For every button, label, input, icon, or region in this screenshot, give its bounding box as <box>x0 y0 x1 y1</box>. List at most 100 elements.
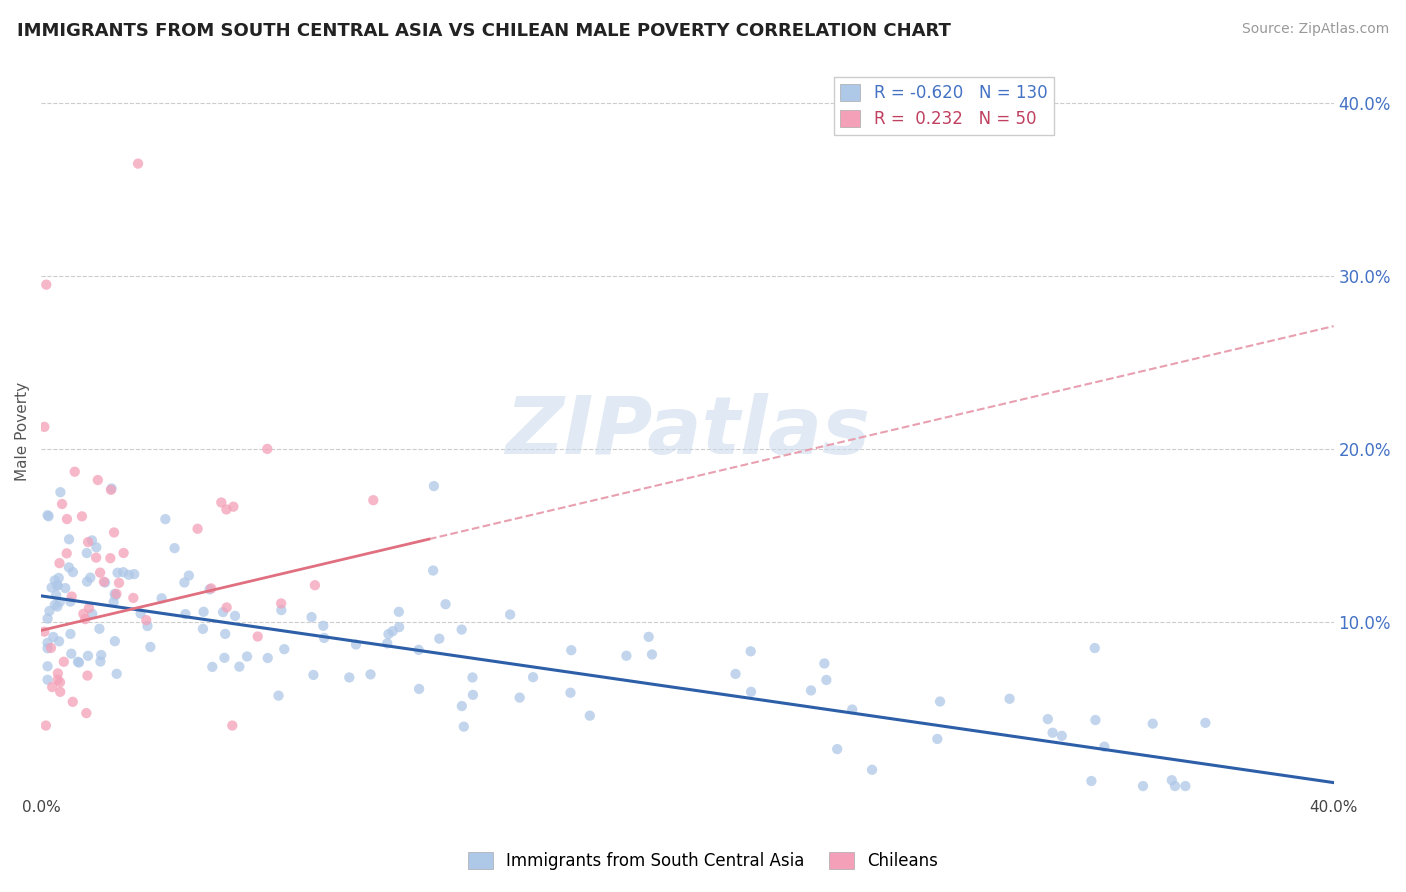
Point <box>815 673 838 687</box>
Point <box>48 556 70 570</box>
Point <box>75 706 97 720</box>
Point <box>87 473 110 487</box>
Point <box>45 588 67 602</box>
Point <box>228 659 250 673</box>
Point <box>427 632 450 646</box>
Point <box>48 571 70 585</box>
Point <box>270 596 292 610</box>
Point <box>1092 739 1115 754</box>
Point <box>112 546 135 560</box>
Point <box>112 565 135 579</box>
Point <box>221 718 243 732</box>
Point <box>215 502 238 516</box>
Point <box>35 277 58 292</box>
Point <box>1132 779 1154 793</box>
Point <box>52 655 75 669</box>
Point <box>105 666 128 681</box>
Point <box>381 624 404 639</box>
Point <box>75 612 97 626</box>
Point <box>724 667 747 681</box>
Point <box>344 638 367 652</box>
Point <box>105 587 128 601</box>
Point <box>800 683 823 698</box>
Point <box>201 660 224 674</box>
Point <box>273 642 295 657</box>
Point <box>103 595 125 609</box>
Point <box>825 742 848 756</box>
Point <box>135 613 157 627</box>
Point <box>59 594 82 608</box>
Point <box>177 568 200 582</box>
Point <box>60 590 83 604</box>
Point <box>46 578 69 592</box>
Point <box>423 479 446 493</box>
Point <box>89 655 111 669</box>
Point <box>388 605 411 619</box>
Point <box>163 541 186 556</box>
Point <box>377 627 399 641</box>
Point <box>1050 729 1073 743</box>
Point <box>1160 773 1182 788</box>
Y-axis label: Male Poverty: Male Poverty <box>15 382 30 481</box>
Point <box>80 533 103 548</box>
Point <box>314 631 336 645</box>
Point <box>150 591 173 606</box>
Point <box>37 611 59 625</box>
Point <box>998 691 1021 706</box>
Point <box>34 624 56 639</box>
Point <box>93 574 115 589</box>
Point <box>38 509 60 524</box>
Point <box>212 605 235 619</box>
Point <box>209 495 232 509</box>
Point <box>118 567 141 582</box>
Point <box>173 575 195 590</box>
Point <box>215 600 238 615</box>
Point <box>79 571 101 585</box>
Point <box>499 607 522 622</box>
Point <box>98 551 121 566</box>
Point <box>122 591 145 605</box>
Point <box>104 634 127 648</box>
Point <box>461 671 484 685</box>
Point <box>62 565 84 579</box>
Point <box>461 688 484 702</box>
Point <box>1084 641 1107 656</box>
Point <box>104 589 127 603</box>
Point <box>246 630 269 644</box>
Point <box>224 608 246 623</box>
Point <box>84 550 107 565</box>
Point <box>740 644 762 658</box>
Point <box>103 525 125 540</box>
Point <box>49 685 72 699</box>
Point <box>191 622 214 636</box>
Point <box>37 641 59 656</box>
Point <box>1164 779 1187 793</box>
Point <box>174 607 197 621</box>
Point <box>44 574 66 588</box>
Point <box>46 599 69 614</box>
Point <box>86 541 108 555</box>
Point <box>60 647 83 661</box>
Point <box>62 695 84 709</box>
Point <box>270 603 292 617</box>
Point <box>46 673 69 687</box>
Point <box>360 667 382 681</box>
Point <box>616 648 638 663</box>
Point <box>51 497 73 511</box>
Point <box>267 689 290 703</box>
Point <box>860 763 883 777</box>
Point <box>66 655 89 669</box>
Point <box>56 512 79 526</box>
Point <box>94 575 117 590</box>
Text: ZIPatlas: ZIPatlas <box>505 392 870 471</box>
Point <box>560 643 582 657</box>
Point <box>67 656 90 670</box>
Point <box>304 578 326 592</box>
Point <box>256 651 278 665</box>
Point <box>49 485 72 500</box>
Point <box>76 546 98 560</box>
Point <box>48 634 70 648</box>
Point <box>34 420 56 434</box>
Point <box>49 675 72 690</box>
Point <box>301 610 323 624</box>
